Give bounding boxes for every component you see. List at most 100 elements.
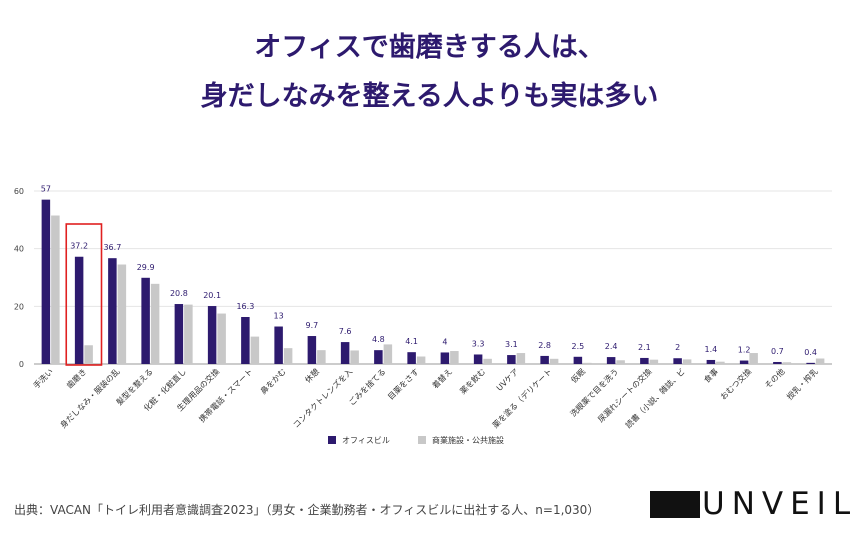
bar-office: [440, 352, 450, 364]
data-label: 3.1: [505, 340, 518, 349]
x-tick-label: 尿漏れシートの交換: [596, 366, 654, 424]
bar-office: [74, 256, 84, 364]
data-label: 1.2: [738, 346, 751, 355]
bar-office: [274, 326, 283, 364]
bar-commercial: [516, 353, 526, 364]
data-label: 2.8: [538, 341, 551, 350]
bar-office: [806, 362, 815, 364]
bar-office: [207, 306, 217, 364]
bar-office: [673, 358, 682, 364]
logo-bar-icon: [650, 491, 700, 518]
bar-office: [773, 361, 782, 364]
data-label: 20.8: [170, 289, 188, 298]
bar-commercial: [815, 358, 825, 364]
bar-commercial: [682, 359, 692, 364]
y-tick-label: 20: [14, 302, 24, 311]
data-label: 1.4: [705, 345, 718, 354]
x-tick-label: その他: [762, 366, 786, 390]
data-label: 2.5: [572, 342, 585, 351]
data-label: 20.1: [203, 291, 221, 300]
bar-office: [241, 317, 250, 364]
x-tick-label: 休憩: [303, 366, 321, 384]
bar-office: [706, 359, 716, 364]
x-tick-label: 薬を塗る（デリケート: [490, 366, 554, 430]
legend-swatch-office: [328, 436, 336, 444]
data-label: 4.1: [405, 337, 418, 346]
bar-commercial: [483, 358, 492, 364]
bar-commercial: [616, 360, 625, 364]
x-tick-label: 薬を飲む: [458, 366, 488, 396]
bar-office: [374, 350, 383, 364]
bar-office: [640, 357, 649, 364]
x-tick-label: おむつ交換: [718, 366, 753, 401]
x-tick-label: 仮眠: [569, 366, 587, 384]
y-tick-label: 40: [14, 245, 24, 254]
unveil-logo: UNVEIL: [650, 486, 857, 522]
y-tick-label: 0: [19, 360, 24, 369]
data-label: 4.8: [372, 335, 385, 344]
bar-office: [41, 199, 51, 364]
x-tick-label: UVケア: [495, 367, 521, 393]
y-tick-label: 60: [14, 187, 24, 196]
bar-commercial: [51, 215, 60, 364]
legend-label-commercial: 商業施設・公共施設: [432, 435, 504, 445]
x-tick-label: 手洗い: [31, 366, 55, 390]
x-tick-label: 歯磨き: [64, 366, 88, 390]
bar-commercial: [250, 336, 260, 364]
bar-office: [573, 356, 583, 364]
bar-office: [141, 277, 150, 364]
data-label: 13: [274, 312, 284, 321]
data-label: 9.7: [306, 321, 319, 330]
bar-commercial: [184, 304, 193, 364]
bar-commercial: [450, 351, 459, 364]
bar-commercial: [749, 353, 758, 364]
x-tick-label: 目薬をさす: [385, 366, 420, 401]
data-label: 29.9: [137, 263, 155, 272]
bar-commercial: [84, 345, 93, 364]
chart-title-line1: オフィスで歯磨きする人は、: [254, 32, 605, 63]
legend-label-office: オフィスビル: [342, 436, 390, 445]
bar-commercial: [350, 350, 359, 364]
data-label: 16.3: [236, 302, 254, 311]
logo-prefix: UN: [702, 486, 762, 522]
data-label: 0.4: [804, 348, 817, 357]
data-label: 57: [41, 185, 51, 194]
bar-commercial: [716, 361, 725, 364]
x-tick-label: 身だしなみ・服装の乱: [58, 366, 122, 430]
bar-office: [174, 304, 184, 364]
x-tick-label: 鼻をかむ: [258, 366, 288, 396]
bar-office: [407, 352, 416, 364]
bar-commercial: [782, 362, 792, 364]
bar-commercial: [317, 350, 326, 364]
bar-office: [307, 336, 317, 364]
data-label: 7.6: [339, 327, 352, 336]
data-label: 2: [675, 343, 680, 352]
x-tick-label: 着替え: [430, 366, 454, 390]
x-tick-label: 食事: [702, 366, 720, 384]
bar-commercial: [649, 359, 659, 364]
data-label: 4: [442, 337, 447, 346]
bar-commercial: [283, 348, 293, 364]
logo-suffix: VEIL: [761, 486, 858, 522]
data-label: 0.7: [771, 347, 784, 356]
data-label: 2.1: [638, 343, 651, 352]
data-label: 2.4: [605, 342, 618, 351]
bar-commercial: [217, 313, 226, 364]
bar-office: [606, 357, 616, 364]
bar-office: [108, 258, 117, 364]
bar-office: [739, 360, 749, 364]
chart-title-line2: 身だしなみを整える人よりも実は多い: [200, 81, 659, 112]
x-tick-label: 読書（小説、雑誌、ビ: [623, 366, 687, 430]
x-tick-label: 授乳・搾乳: [784, 366, 819, 401]
bar-commercial: [416, 356, 426, 364]
bar-office: [473, 354, 483, 364]
highlight-box: [65, 223, 103, 366]
x-tick-label: コンタクトレンズを入: [291, 366, 355, 430]
source-note: 出典：VACAN「トイレ利用者意識調査2023」（男女・企業勤務者・オフィスビル…: [14, 503, 600, 517]
data-label: 3.3: [472, 339, 485, 348]
bar-commercial: [150, 283, 160, 364]
bar-office: [507, 355, 516, 364]
bar-commercial: [383, 344, 393, 364]
bar-commercial: [117, 264, 127, 364]
